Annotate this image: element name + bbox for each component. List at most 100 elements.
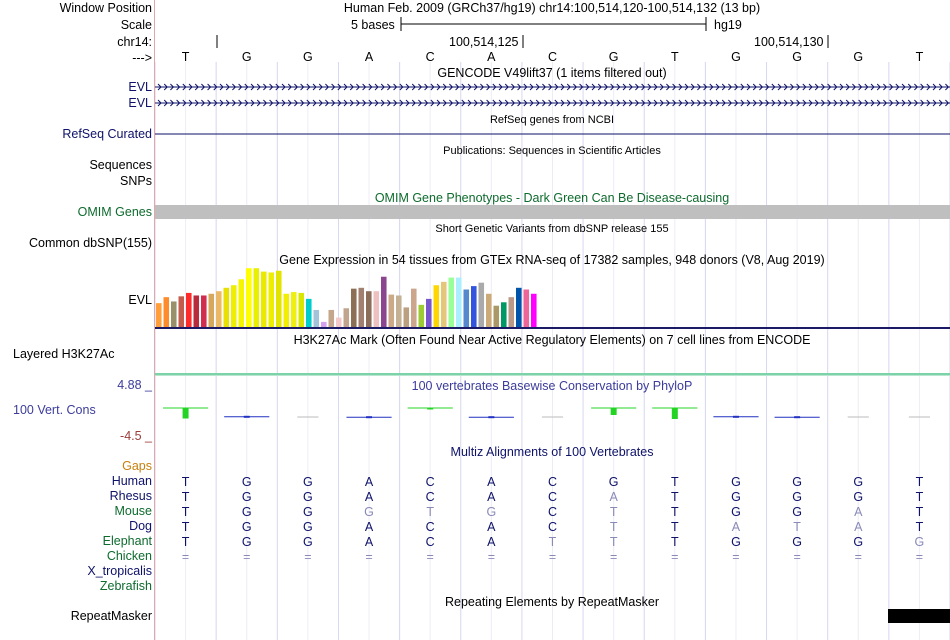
multiz-aligned-base: = (181, 550, 190, 564)
track-label-gtex-evl[interactable]: EVL (128, 293, 152, 307)
multiz-aligned-base: G (486, 505, 497, 519)
multiz-aligned-base: G (914, 535, 925, 549)
scale-text: 5 bases (351, 18, 395, 32)
track-label-100-vert-cons[interactable]: 100 Vert. Cons (13, 403, 96, 417)
base-letter: T (181, 50, 190, 64)
gtex-tissue-bar (508, 297, 515, 327)
multiz-species-label[interactable]: Dog (129, 519, 152, 533)
base-letter: C (425, 50, 435, 64)
multiz-species-label[interactable]: Mouse (114, 504, 152, 518)
multiz-aligned-base: T (915, 505, 924, 519)
gtex-tissue-bar (366, 291, 372, 327)
multiz-aligned-base: A (364, 475, 374, 489)
phylop-value-bar (732, 415, 739, 418)
multiz-aligned-base: G (303, 490, 313, 504)
track-label-layered-h3k27ac[interactable]: Layered H3K27Ac (13, 347, 115, 361)
multiz-aligned-base: G (303, 535, 313, 549)
multiz-aligned-base: = (304, 550, 312, 564)
multiz-species-label[interactable]: Zebrafish (99, 579, 152, 593)
multiz-aligned-base: A (487, 475, 496, 489)
repeatmasker-element (888, 609, 950, 623)
gtex-tissue-bar (441, 281, 447, 327)
track-label-snps[interactable]: SNPs (120, 174, 152, 188)
gtex-tissue-bar (478, 282, 485, 327)
gene-strand-arrows (157, 83, 950, 91)
multiz-species-label[interactable]: Human (111, 474, 152, 488)
multiz-species-label[interactable]: Chicken (106, 549, 152, 563)
multiz-aligned-base: T (609, 505, 618, 519)
gtex-tissue-bar (163, 297, 170, 327)
gtex-tissue-bar (321, 321, 327, 327)
track-label-evl-1[interactable]: EVL (128, 80, 152, 94)
track-label-repeatmasker[interactable]: RepeatMasker (70, 609, 152, 623)
multiz-aligned-base: C (425, 475, 435, 489)
multiz-aligned-base: G (792, 505, 802, 519)
multiz-aligned-base: T (670, 490, 679, 504)
track-label-gaps[interactable]: Gaps (122, 459, 152, 473)
gtex-tissue-bar (516, 287, 522, 327)
base-letter: G (608, 50, 619, 64)
phylop-value-bar (610, 408, 617, 415)
multiz-aligned-base: A (487, 535, 496, 549)
gtex-tissue-bar (531, 293, 537, 327)
multiz-aligned-base: T (181, 520, 190, 534)
base-letter: C (547, 50, 558, 64)
multiz-aligned-base: A (487, 520, 496, 534)
omim-title: OMIM Gene Phenotypes - Dark Green Can Be… (374, 191, 730, 205)
multiz-aligned-base: T (181, 535, 190, 549)
refseq-title: RefSeq genes from NCBI (489, 114, 615, 126)
multiz-aligned-base: G (731, 505, 741, 519)
multiz-aligned-base: C (425, 535, 435, 549)
track-label-sequences[interactable]: Sequences (89, 158, 152, 172)
multiz-aligned-base: T (670, 520, 679, 534)
gtex-tissue-bar (268, 272, 275, 327)
repeatmasker-title: Repeating Elements by RepeatMasker (444, 595, 660, 609)
base-letter: T (670, 50, 679, 64)
multiz-aligned-base: = (487, 550, 495, 564)
track-label-refseq-curated[interactable]: RefSeq Curated (62, 127, 152, 141)
multiz-aligned-base: A (854, 520, 863, 534)
multiz-aligned-base: = (732, 550, 740, 564)
multiz-aligned-base: G (792, 490, 802, 504)
gtex-tissue-bar (306, 298, 312, 327)
gtex-tissue-bar (411, 288, 417, 327)
gtex-tissue-bar (313, 309, 320, 327)
base-letter: G (853, 50, 864, 64)
gtex-tissue-bar (216, 291, 222, 327)
multiz-aligned-base: T (670, 505, 679, 519)
multiz-aligned-base: T (609, 535, 618, 549)
gtex-tissue-bar (381, 276, 387, 327)
strand-label: ---> (132, 51, 152, 65)
track-label-omim-genes[interactable]: OMIM Genes (77, 205, 152, 219)
multiz-species-label[interactable]: X_tropicalis (87, 564, 152, 578)
track-label-common-dbsnp[interactable]: Common dbSNP(155) (29, 236, 152, 250)
gtex-tissue-bar (201, 295, 207, 327)
multiz-title: Multiz Alignments of 100 Vertebrates (450, 445, 654, 459)
base-letter: G (241, 50, 252, 64)
multiz-aligned-base: G (241, 535, 252, 549)
gtex-tissue-bar (471, 286, 477, 327)
multiz-aligned-base: A (609, 490, 618, 504)
gtex-tissue-bar (156, 303, 162, 327)
multiz-species-label[interactable]: Rhesus (109, 489, 152, 503)
multiz-aligned-base: T (915, 475, 924, 489)
gtex-tissue-bar (253, 268, 260, 327)
gene-strand-arrows (157, 99, 950, 107)
gtex-tissue-bar (298, 292, 305, 327)
gtex-tissue-bar (291, 292, 297, 327)
gtex-tissue-bar (223, 287, 230, 327)
gtex-tissue-bar (231, 285, 237, 327)
multiz-aligned-base: A (487, 490, 496, 504)
multiz-aligned-base: T (915, 520, 924, 534)
scale-assembly: hg19 (714, 18, 742, 32)
track-label-evl-2[interactable]: EVL (128, 96, 152, 110)
multiz-aligned-base: G (792, 535, 802, 549)
multiz-aligned-base: A (364, 490, 374, 504)
h3k27ac-signal (155, 373, 950, 375)
multiz-aligned-base: G (731, 490, 741, 504)
multiz-species-label[interactable]: Elephant (102, 534, 152, 548)
multiz-aligned-base: T (181, 505, 190, 519)
h3k27ac-title: H3K27Ac Mark (Often Found Near Active Re… (293, 333, 811, 347)
